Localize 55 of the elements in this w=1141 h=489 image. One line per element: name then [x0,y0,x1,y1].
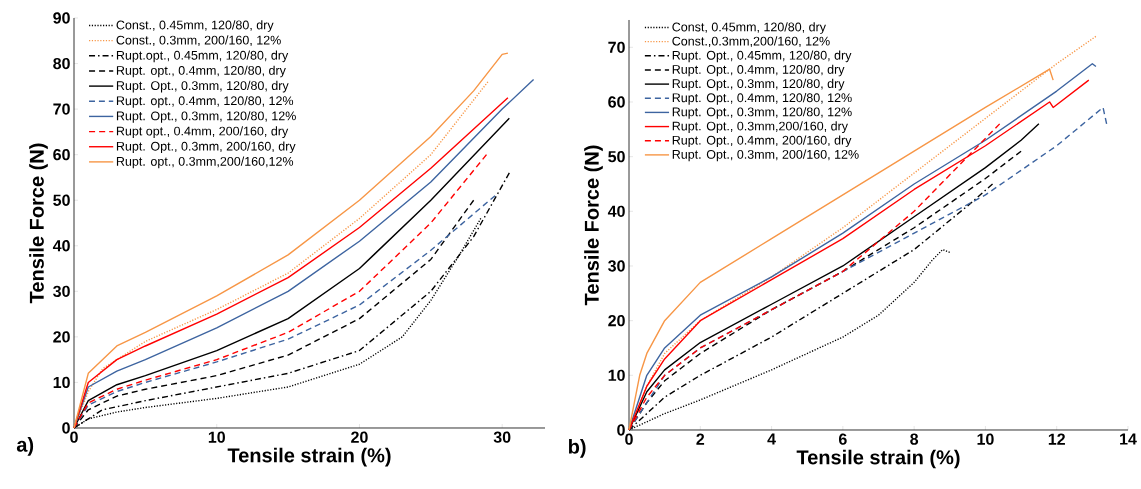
y-tick-label: 70 [608,41,625,53]
y-tick-label: 50 [608,151,625,163]
y-axis-title: Tensile Force (N) [29,143,48,304]
legend-label: Rupt. Opt., 0.45mm, 120/80, dry [672,50,852,63]
y-tick-label: 20 [53,331,70,343]
x-tick-label: 2 [696,433,705,445]
x-axis-title: Tensile strain (%) [227,447,391,467]
legend-label: Const., 0.3mm, 200/160, 12% [116,35,281,47]
y-tick-label: 0 [62,422,70,434]
y-tick-label: 80 [53,57,70,70]
legend-label: Rupt. opt., 0.4mm, 120/80, 12% [116,95,294,108]
y-tick-label: 40 [52,240,70,252]
x-tick-label: 0 [625,433,633,445]
y-tick-label: 10 [608,369,625,381]
x-tick-label: 4 [767,433,776,445]
x-tick-label: 10 [208,431,225,443]
y-tick-label: 70 [53,103,70,115]
legend-label: Rupt. Opt., 0.4mm, 120/80, 12% [672,92,852,105]
y-tick-label: 30 [53,285,70,297]
y-tick-label: 30 [608,260,625,272]
legend-label: Rupt. Opt., 0.3mm, 200/160, 12% [672,149,859,162]
x-tick-label: 20 [351,431,368,443]
legend-label: Rupt. opt., 0.4mm, 120/80, dry [116,65,286,78]
legend-label: Const, 0.45mm, 120/80, dry [672,22,826,34]
x-axis-title: Tensile strain (%) [796,449,960,469]
x-tick-label: 0 [70,431,78,443]
x-tick-label: 12 [1048,433,1065,445]
x-tick-label: 30 [493,431,511,443]
legend-label: Rupt. Opt., 0.4mm, 200/160, dry [672,135,852,148]
y-tick-label: 90 [53,12,70,24]
legend-label: Rupt. Opt., 0.3mm, 200/160, dry [116,141,296,154]
legend-label: Const., 0.45mm, 120/80, dry [116,20,274,32]
y-tick-label: 20 [608,315,625,327]
x-tick-label: 6 [838,433,847,445]
y-axis-title: Tensile Force (N) [584,145,603,306]
legend-label: Rupt. Opt., 0.3mm, 120/80, 12% [116,111,296,123]
legend-label: Rupt. opt., 0.3mm,200/160,12% [116,156,294,169]
y-tick-label: 10 [53,376,70,389]
legend-label: Rupt. Opt., 0.3mm, 120/80, 12% [672,107,852,119]
legend-label: Rupt. Opt., 0.3mm,200/160, dry [672,121,848,133]
legend-label: Rupt. Opt., 0.3mm, 120/80, dry [116,80,289,93]
text: a) [16,437,34,456]
x-tick-label: 14 [1120,433,1137,445]
y-tick-label: 40 [607,205,625,217]
y-tick-label: 60 [608,96,625,108]
text: b) [568,439,586,458]
legend-label: Rupt. Opt., 0.4mm, 120/80, dry [672,64,845,77]
legend-label: Rupt. Opt., 0.3mm, 120/80, dry [672,78,845,91]
x-tick-label: 10 [977,433,994,445]
legend-label: Const.,0.3mm,200/160, 12% [672,36,830,48]
legend-label: Rupt opt., 0.4mm, 200/160, dry [116,126,289,138]
y-tick-label: 60 [53,149,70,161]
x-tick-label: 8 [910,433,919,445]
legend-label: Rupt.opt., 0.45mm, 120/80, dry [116,50,289,63]
y-tick-label: 50 [53,194,70,206]
